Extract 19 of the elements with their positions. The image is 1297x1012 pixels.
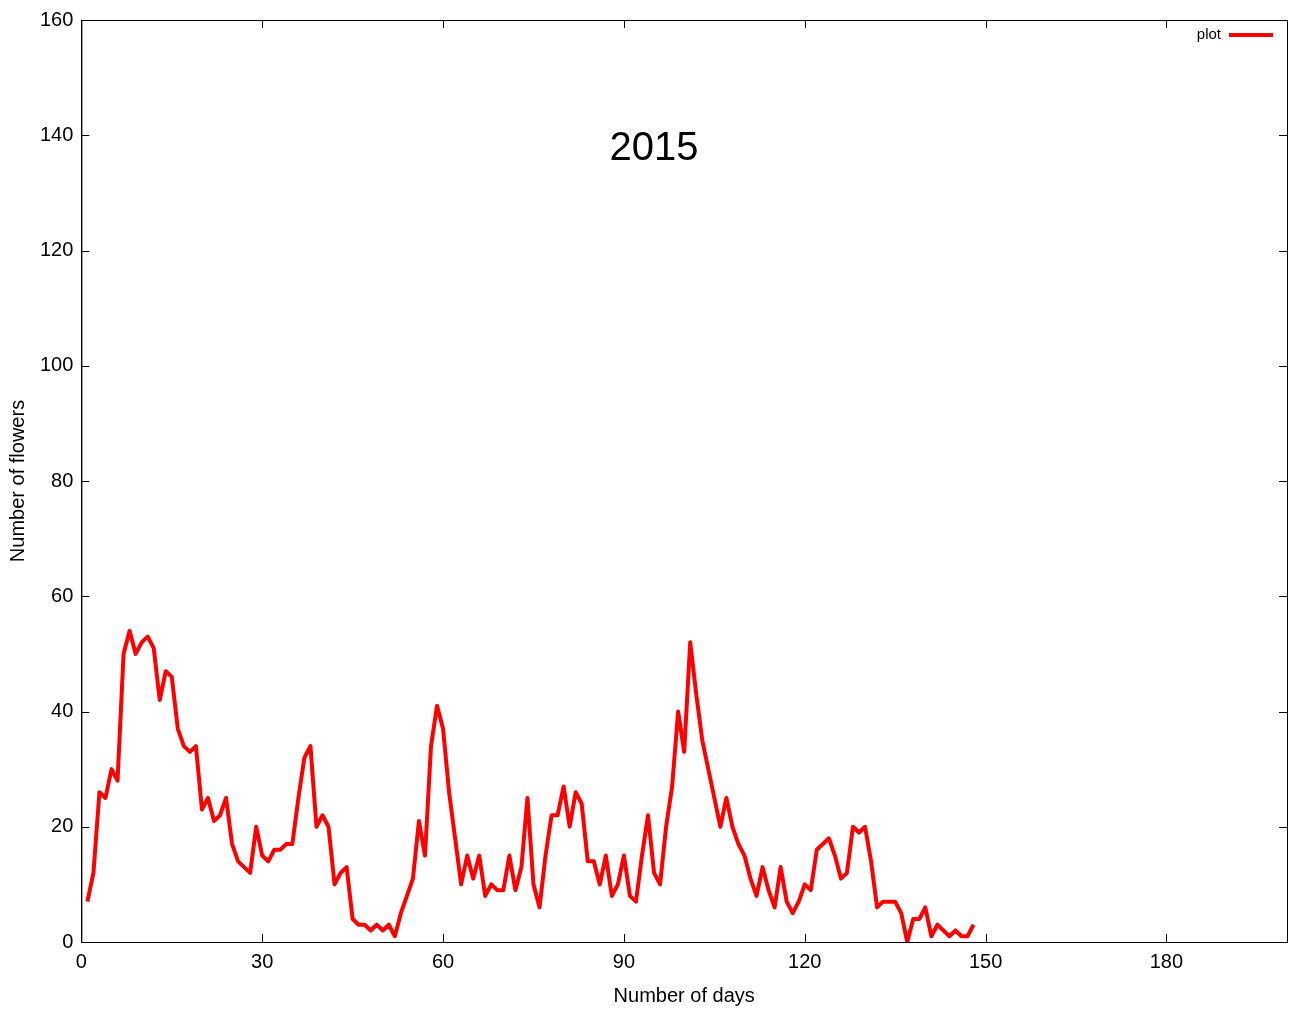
y-tick-label: 140 (39, 122, 74, 145)
text: 2015 (609, 124, 699, 169)
y-tick-label: 0 (62, 929, 74, 952)
y-tick-label: 120 (39, 238, 74, 261)
y-tick-label: 60 (51, 583, 74, 606)
y-tick-label: 40 (51, 699, 74, 722)
y-axis-title: Number of flowers (5, 399, 28, 563)
x-tick-label: 180 (1149, 949, 1184, 972)
y-tick-label: 160 (39, 7, 74, 30)
x-tick-label: 60 (431, 949, 455, 972)
x-tick-label: 90 (612, 949, 636, 972)
x-tick-label: 120 (788, 949, 822, 972)
y-tick-label: 80 (51, 468, 74, 491)
y-tick-label: 20 (51, 814, 74, 837)
x-tick-label: 30 (251, 949, 274, 972)
text: plot (1196, 25, 1222, 43)
x-axis-title: Number of days (613, 983, 755, 1006)
y-tick-label: 100 (39, 353, 74, 376)
x-tick-label: 150 (968, 949, 1003, 972)
